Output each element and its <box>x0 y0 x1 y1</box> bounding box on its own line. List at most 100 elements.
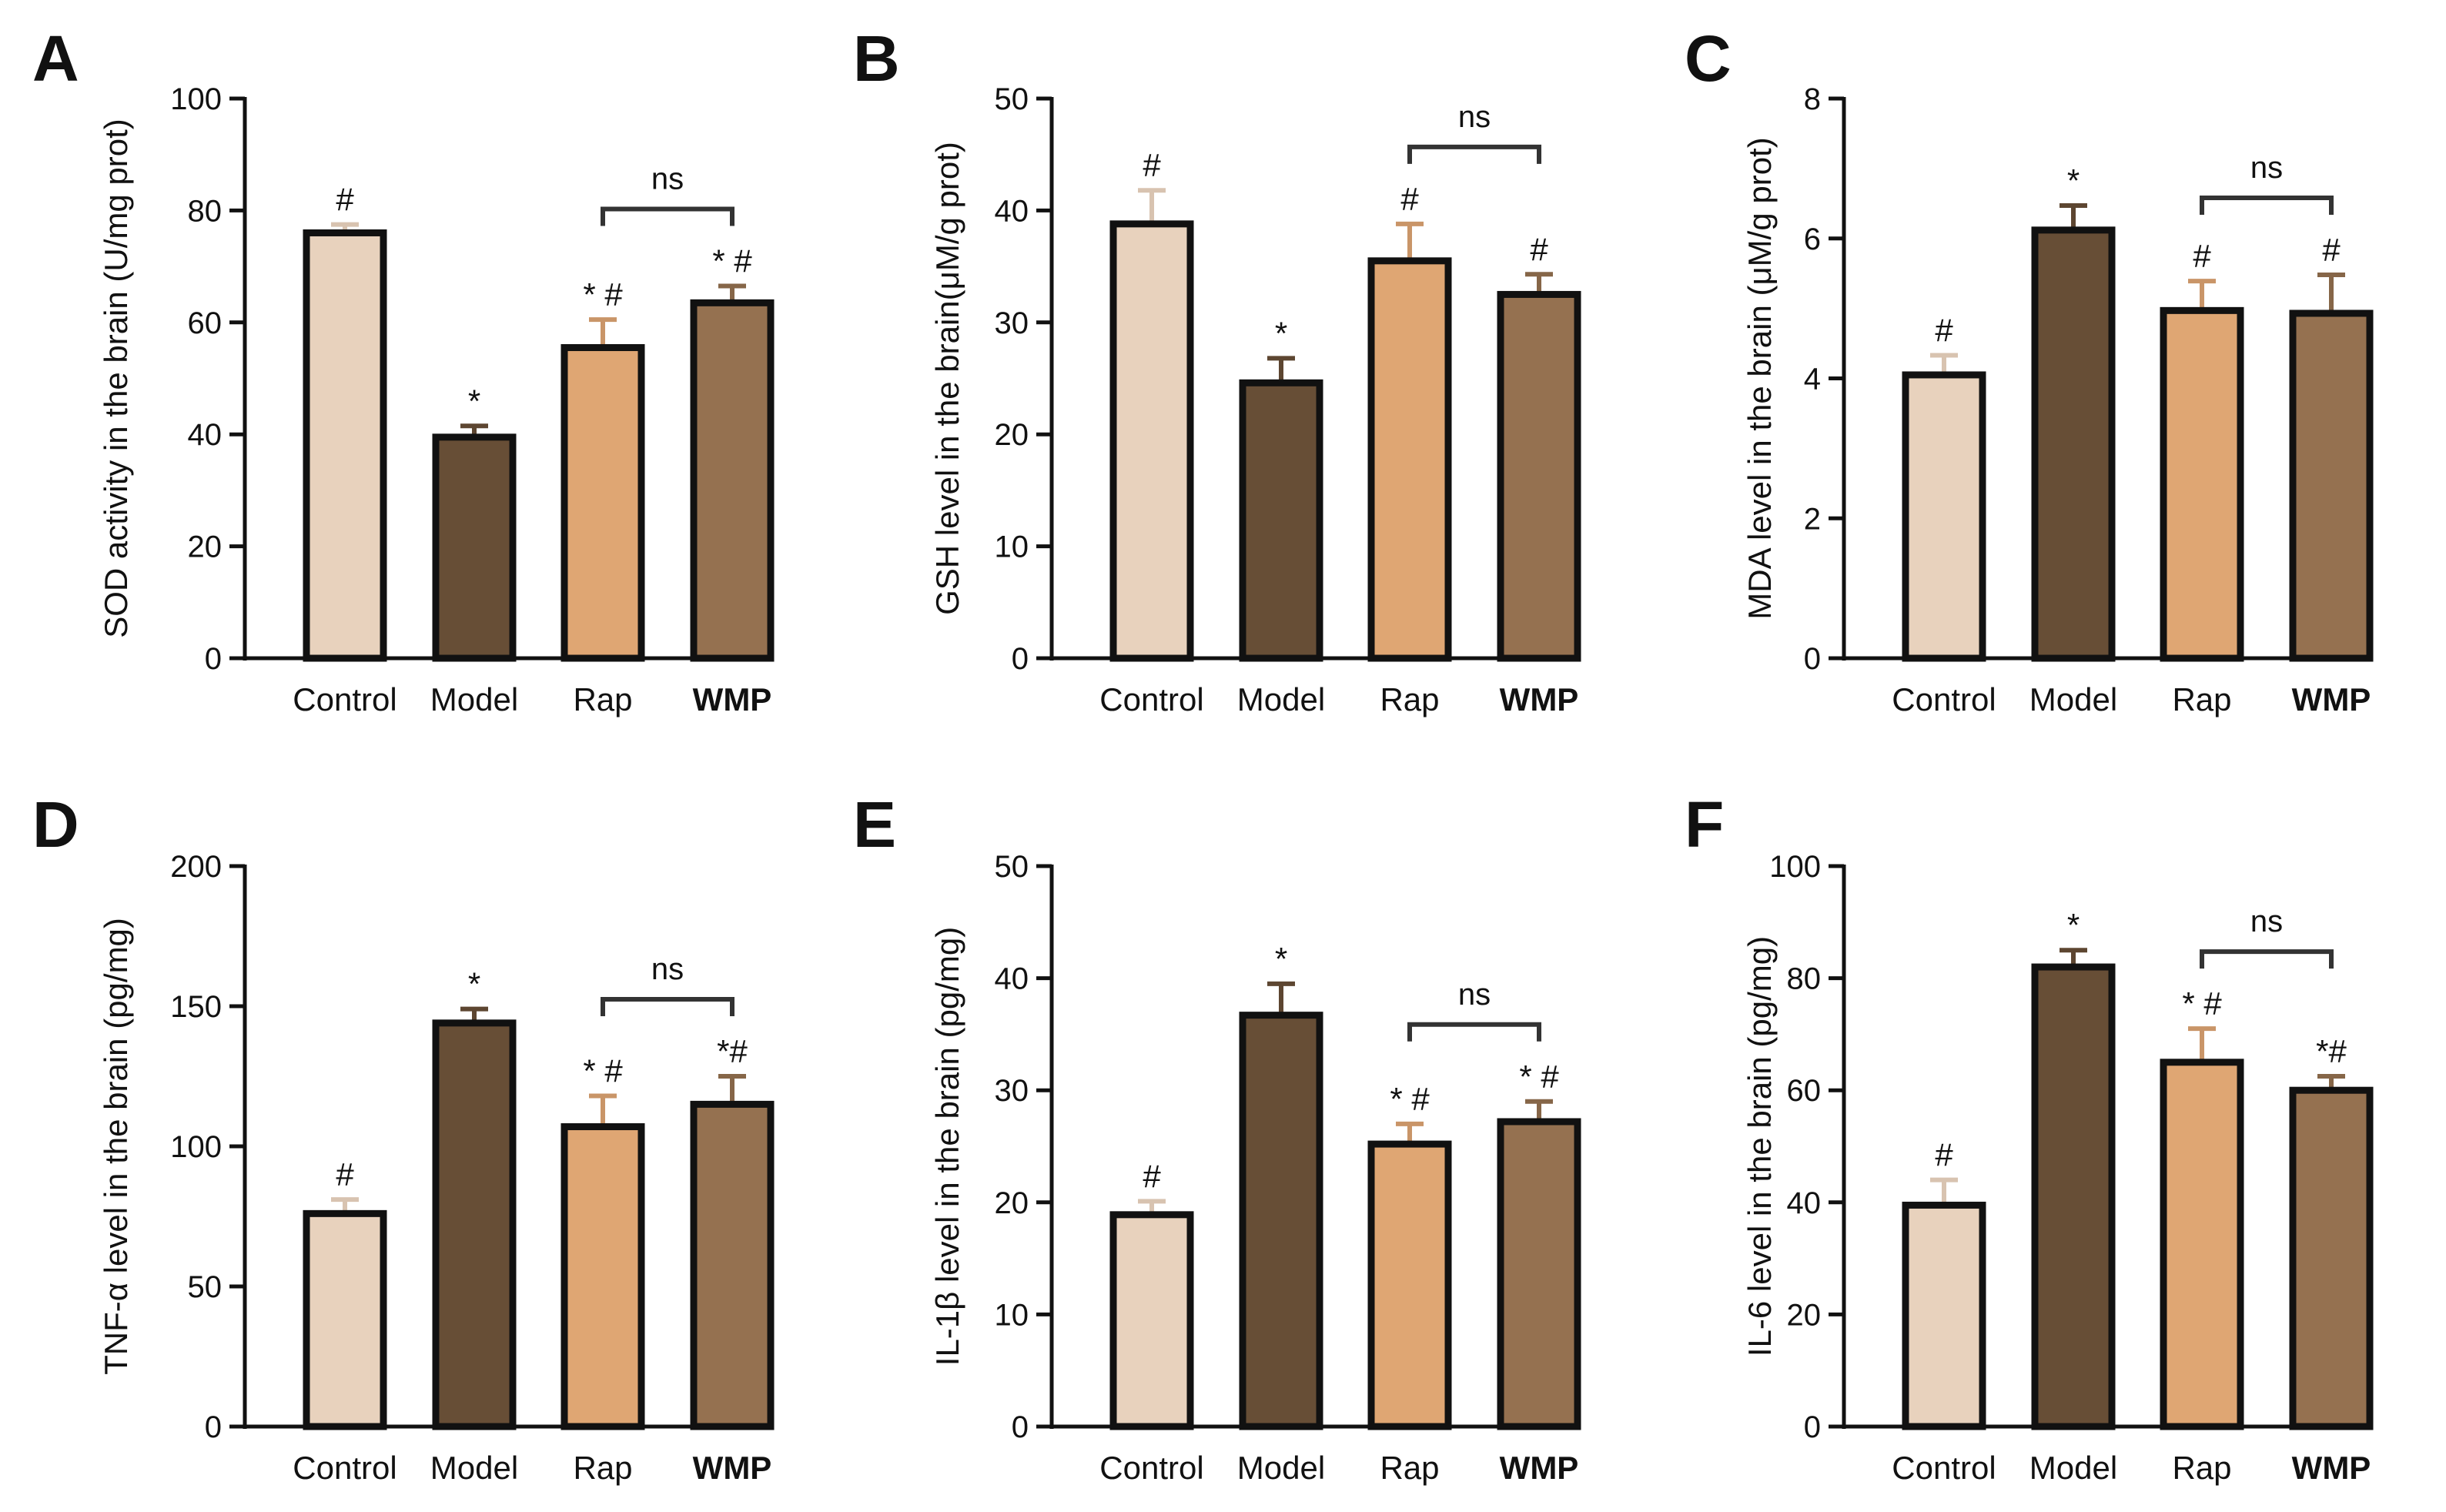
bar-rap <box>2160 306 2244 662</box>
y-axis-label: TNF-α level in the brain (pg/mg) <box>98 918 134 1375</box>
y-tick-label: 100 <box>1769 850 1821 884</box>
x-tick-label: Control <box>1099 681 1203 718</box>
x-tick-label: WMP <box>1500 1450 1579 1486</box>
x-tick-label: Rap <box>573 681 632 718</box>
bar-wmp <box>2289 1086 2374 1430</box>
panel-letter: B <box>853 22 900 95</box>
y-tick-label: 40 <box>995 962 1029 996</box>
significance-label: * # <box>583 276 623 313</box>
y-tick-label: 60 <box>1787 1074 1822 1108</box>
y-tick-label: 4 <box>1804 363 1821 396</box>
bar-model <box>1239 379 1323 662</box>
significance-label: * <box>2067 907 2080 943</box>
significance-label: *# <box>2316 1033 2347 1069</box>
y-tick-label: 20 <box>995 1186 1029 1220</box>
significance-label: # <box>2322 232 2341 268</box>
y-tick-label: 30 <box>995 1074 1029 1108</box>
comparison-label: ns <box>2250 151 2283 185</box>
x-tick-label: WMP <box>1500 681 1579 718</box>
bar-wmp <box>690 299 775 662</box>
x-tick-label: Rap <box>573 1450 632 1486</box>
bar-control <box>303 1209 387 1430</box>
x-tick-label: Rap <box>2172 1450 2231 1486</box>
comparison-label: ns <box>1458 100 1491 134</box>
comparison-label: ns <box>1458 978 1491 1012</box>
bar-rap <box>1367 257 1452 662</box>
significance-label: * # <box>583 1052 623 1089</box>
x-tick-label: WMP <box>693 1450 772 1486</box>
y-tick-label: 40 <box>1787 1186 1822 1220</box>
y-tick-label: 100 <box>170 82 222 116</box>
y-tick-label: 0 <box>205 1410 222 1444</box>
significance-label: * <box>1275 315 1287 351</box>
y-tick-label: 100 <box>170 1130 222 1164</box>
y-tick-label: 8 <box>1804 82 1821 116</box>
bar-rap <box>560 1123 645 1430</box>
significance-label: # <box>336 1156 354 1193</box>
panel-D: D TNF-α level in the brain (pg/mg) 0 50 100 1… <box>32 788 775 1486</box>
y-tick-label: 10 <box>995 530 1029 564</box>
y-tick-label: 0 <box>1012 1410 1029 1444</box>
panel-E: E IL-1β level in the brain (pg/mg) 0 10 20 30… <box>853 788 1581 1486</box>
y-tick-label: 0 <box>205 642 222 676</box>
x-tick-label: Model <box>2029 681 2117 718</box>
significance-label: * <box>468 383 480 419</box>
y-tick-label: 40 <box>995 194 1029 228</box>
panel-letter: E <box>853 788 896 861</box>
y-tick-label: 20 <box>995 418 1029 452</box>
y-tick-label: 50 <box>995 82 1029 116</box>
x-tick-label: Control <box>1099 1450 1203 1486</box>
panel-letter: A <box>32 22 79 95</box>
significance-label: *# <box>717 1033 748 1069</box>
panel-F: F IL-6 level in the brain (pg/mg) 0 20 40 60 8… <box>1685 788 2374 1486</box>
y-tick-label: 50 <box>995 850 1029 884</box>
y-tick-label: 40 <box>188 418 223 452</box>
y-tick-label: 20 <box>188 530 223 564</box>
panel-letter: C <box>1685 22 1732 95</box>
bar-control <box>1109 1211 1194 1430</box>
panel-C: C MDA level in the brain (μM/g prot) 0 2 4 6 8… <box>1685 22 2374 718</box>
x-tick-label: Model <box>430 681 518 718</box>
x-tick-label: Control <box>293 681 397 718</box>
x-tick-label: WMP <box>2292 681 2371 718</box>
significance-label: * <box>468 966 480 1002</box>
y-tick-label: 0 <box>1804 642 1821 676</box>
y-tick-label: 150 <box>170 990 222 1024</box>
significance-label: # <box>336 182 354 218</box>
significance-label: # <box>1400 181 1419 217</box>
y-tick-label: 0 <box>1012 642 1029 676</box>
comparison-bracket <box>601 997 734 1016</box>
significance-label: # <box>1143 1158 1161 1194</box>
x-tick-label: Model <box>1237 681 1325 718</box>
x-tick-label: Control <box>293 1450 397 1486</box>
comparison-bracket <box>2200 949 2334 969</box>
panel-letter: D <box>32 788 79 861</box>
comparison-label: ns <box>2250 905 2283 938</box>
x-tick-label: Rap <box>1380 1450 1439 1486</box>
x-tick-label: WMP <box>2292 1450 2371 1486</box>
bar-wmp <box>2289 309 2374 662</box>
bar-wmp <box>1497 290 1581 662</box>
bar-rap <box>560 344 645 662</box>
significance-label: # <box>1935 313 1953 349</box>
bar-wmp <box>1497 1118 1581 1430</box>
y-tick-label: 2 <box>1804 502 1821 536</box>
x-tick-label: Control <box>1892 1450 1996 1486</box>
bar-model <box>432 433 517 662</box>
comparison-bracket <box>2200 196 2334 216</box>
y-tick-label: 6 <box>1804 222 1821 256</box>
comparison-label: ns <box>651 162 684 196</box>
y-tick-label: 80 <box>188 194 223 228</box>
panel-B: B GSH level in the brain(μM/g prot) 0 10 20 3… <box>853 22 1581 718</box>
significance-label: * <box>2067 162 2080 199</box>
x-tick-label: Model <box>430 1450 518 1486</box>
significance-label: * # <box>1390 1081 1430 1117</box>
x-tick-label: Control <box>1892 681 1996 718</box>
y-tick-label: 0 <box>1804 1410 1821 1444</box>
x-tick-label: WMP <box>693 681 772 718</box>
y-axis-label: IL-1β level in the brain (pg/mg) <box>929 927 965 1366</box>
significance-label: * # <box>1519 1059 1559 1095</box>
bar-rap <box>2160 1059 2244 1430</box>
y-tick-label: 50 <box>188 1270 223 1304</box>
